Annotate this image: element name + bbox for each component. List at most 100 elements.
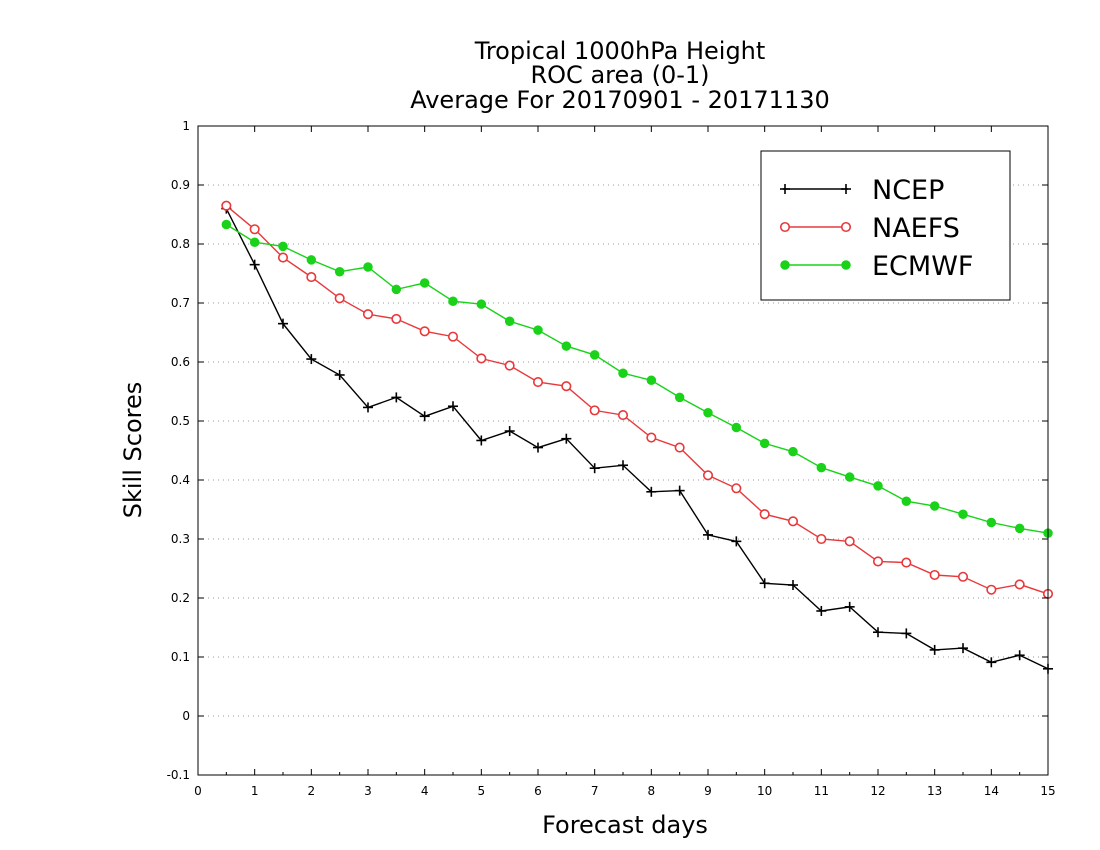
point-marker (618, 368, 628, 378)
point-marker (901, 557, 912, 568)
y-tick-label: 0.5 (171, 414, 190, 428)
point-marker (306, 255, 317, 265)
y-axis-label: Skill Scores (119, 382, 147, 519)
legend-item-ecmwf: ECMWF (780, 251, 973, 282)
point-marker (844, 472, 855, 482)
axis-ticks: -0.100.10.20.30.40.50.60.70.80.910 1 2 3 4 5 6… (167, 119, 1056, 798)
legend-label: NCEP (872, 175, 944, 206)
point-marker (617, 410, 629, 421)
point-marker (306, 271, 317, 283)
series-line (225, 208, 1049, 670)
point-marker (759, 438, 770, 449)
point-marker (844, 536, 855, 547)
y-tick-label: 0 (182, 709, 190, 723)
point-marker (277, 252, 289, 263)
x-tick-label: 5 (478, 784, 486, 798)
x-tick-label: 14 (984, 784, 999, 798)
point-marker (1014, 579, 1025, 590)
point-marker (532, 377, 544, 388)
point-marker (674, 442, 685, 453)
point-marker (589, 405, 600, 416)
point-marker (840, 221, 852, 233)
x-tick-label: 10 (757, 784, 772, 798)
x-tick-label: 12 (870, 784, 885, 798)
legend-item-naefs: NAEFS (779, 213, 960, 244)
x-tick-label: 1 (251, 784, 259, 798)
point-marker (841, 260, 851, 270)
point-marker (873, 481, 883, 491)
legend-label: ECMWF (872, 251, 973, 282)
point-marker (419, 278, 430, 288)
point-marker (787, 516, 799, 527)
x-tick-label: 7 (591, 784, 599, 798)
gridlines (198, 184, 1048, 717)
point-marker (816, 533, 827, 545)
x-axis-label: Forecast days (542, 811, 708, 839)
point-marker (731, 483, 742, 494)
y-tick-label: 0.3 (171, 532, 190, 546)
point-marker (362, 309, 374, 320)
point-marker (504, 360, 515, 371)
x-tick-label: 13 (927, 784, 942, 798)
y-tick-label: 0.1 (171, 650, 190, 664)
y-tick-label: 0.2 (171, 591, 190, 605)
point-marker (504, 316, 515, 327)
y-tick-label: 0.8 (171, 237, 190, 251)
x-tick-label: 9 (704, 784, 712, 798)
chart-title-line-1: Tropical 1000hPa Height (474, 37, 766, 65)
point-marker (561, 341, 572, 351)
x-tick-label: 11 (814, 784, 829, 798)
point-marker (646, 432, 657, 443)
point-marker (476, 299, 487, 309)
x-tick-label: 0 (194, 784, 202, 798)
point-marker (363, 262, 373, 272)
point-marker (221, 219, 232, 230)
point-marker (929, 501, 940, 511)
point-marker (929, 569, 940, 581)
point-marker (419, 326, 430, 337)
chart-title-line-3: Average For 20170901 - 20171130 (410, 86, 830, 114)
point-marker (391, 313, 402, 324)
series-line (225, 205, 1049, 595)
point-marker (780, 260, 790, 270)
point-marker (816, 462, 827, 473)
point-marker (646, 375, 657, 386)
point-marker (249, 237, 260, 247)
point-marker (561, 381, 572, 392)
chart-title-line-2: ROC area (0-1) (530, 61, 709, 89)
point-marker (703, 407, 713, 418)
series-layer (221, 200, 1054, 674)
point-marker (986, 584, 997, 595)
point-marker (447, 331, 459, 342)
series-ecmwf (221, 219, 1053, 538)
series-naefs (221, 200, 1054, 599)
series-ncep (221, 203, 1053, 674)
point-marker (221, 200, 232, 211)
point-marker (901, 496, 912, 506)
point-marker (334, 266, 345, 277)
point-marker (788, 446, 798, 457)
point-marker (702, 470, 714, 481)
point-marker (278, 241, 288, 252)
point-marker (448, 296, 458, 306)
x-tick-label: 8 (648, 784, 656, 798)
y-tick-label: 0.4 (171, 473, 190, 487)
point-marker (589, 350, 600, 360)
point-marker (391, 284, 402, 295)
x-tick-label: 4 (421, 784, 429, 798)
point-marker (1014, 523, 1025, 534)
y-tick-label: 0.9 (171, 178, 190, 192)
point-marker (674, 392, 685, 403)
series-line (225, 223, 1049, 534)
x-tick-label: 6 (534, 784, 542, 798)
point-marker (872, 556, 884, 567)
legend-label: NAEFS (872, 213, 960, 244)
point-marker (986, 517, 997, 528)
x-tick-label: 2 (308, 784, 316, 798)
point-marker (759, 509, 770, 520)
y-tick-label: -0.1 (167, 768, 190, 782)
x-tick-label: 15 (1040, 784, 1055, 798)
point-marker (476, 353, 487, 364)
point-marker (779, 221, 791, 233)
